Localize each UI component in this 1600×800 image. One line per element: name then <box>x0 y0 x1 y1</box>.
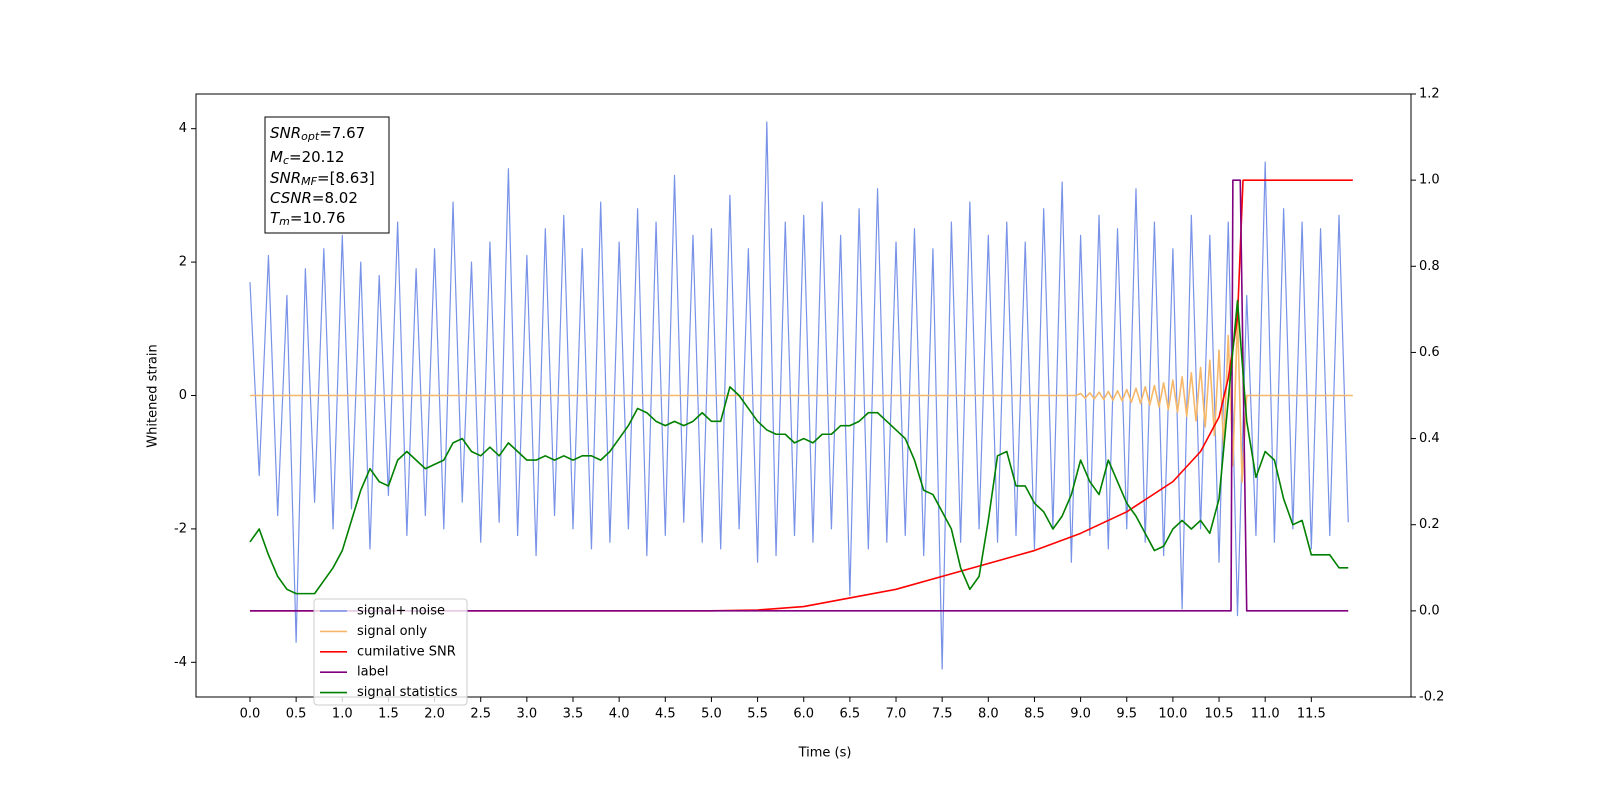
series-line <box>249 314 1353 484</box>
x-tick-label: 3.0 <box>517 707 538 722</box>
annotation-line: CSNR=8.02 <box>270 189 358 207</box>
x-tick-label: 11.5 <box>1297 707 1326 722</box>
x-axis-label: Time (s) <box>798 746 852 761</box>
x-tick-label: 1.5 <box>378 707 399 722</box>
legend-label: signal only <box>357 624 427 639</box>
annotation-symbol: M <box>270 148 283 166</box>
x-tick-label: 7.5 <box>932 707 953 722</box>
series-line <box>249 299 1349 595</box>
x-tick-label: 2.0 <box>424 707 445 722</box>
y2-tick-label: 1.0 <box>1419 173 1440 188</box>
series-line <box>249 179 1349 612</box>
x-tick-label: 4.0 <box>609 707 630 722</box>
x-tick-label: 2.5 <box>470 707 491 722</box>
x-tick-label: 5.0 <box>701 707 722 722</box>
y-tick-label: 2 <box>179 255 187 270</box>
annotation-value: =20.12 <box>289 148 345 166</box>
annotation-symbol: CSNR <box>270 189 312 207</box>
y2-tick-label: 0.0 <box>1419 603 1440 618</box>
legend-label: signal+ noise <box>357 604 445 619</box>
annotation-sub: c <box>283 154 289 167</box>
x-tick-label: 11.0 <box>1251 707 1280 722</box>
x-tick-label: 8.0 <box>978 707 999 722</box>
y2-tick-label: 0.6 <box>1419 345 1440 360</box>
x-tick-label: 6.0 <box>793 707 814 722</box>
x-tick-label: 9.0 <box>1070 707 1091 722</box>
x-tick-label: 5.5 <box>747 707 768 722</box>
y2-tick-label: 0.2 <box>1419 517 1440 532</box>
annotation-sub: MF <box>301 175 317 188</box>
x-tick-label: 7.0 <box>886 707 907 722</box>
annotation-line: Tm=10.76 <box>270 209 345 229</box>
annotation-symbol: T <box>270 209 281 227</box>
annotation-value: =[8.63] <box>317 169 375 187</box>
annotation-sub: m <box>279 215 290 228</box>
annotation-value: =10.76 <box>290 209 346 227</box>
x-tick-label: 1.0 <box>332 707 353 722</box>
y-tick-label: -2 <box>174 521 187 536</box>
x-tick-label: 10.0 <box>1158 707 1187 722</box>
y-tick-label: -4 <box>174 655 187 670</box>
annotation-symbol: SNR <box>270 169 301 187</box>
y2-tick-label: 1.2 <box>1419 87 1440 102</box>
x-tick-label: 4.5 <box>655 707 676 722</box>
series-line <box>249 179 1353 612</box>
legend-label: label <box>357 665 388 680</box>
y2-tick-label: 0.4 <box>1419 431 1440 446</box>
y2-tick-label: -0.2 <box>1419 690 1444 705</box>
annotation-line: SNRopt=7.67 <box>270 124 365 144</box>
y2-tick-label: 0.8 <box>1419 259 1440 274</box>
annotation-sub: opt <box>301 130 320 143</box>
annotation-line: Mc=20.12 <box>270 148 345 168</box>
y-tick-label: 0 <box>179 388 187 403</box>
annotation-value: =8.02 <box>312 189 358 207</box>
x-tick-label: 8.5 <box>1024 707 1045 722</box>
annotation-box <box>264 116 390 234</box>
y-tick-label: 4 <box>179 121 187 136</box>
legend-label: signal statistics <box>357 685 458 700</box>
annotation-line: SNRMF=[8.63] <box>270 169 375 189</box>
x-tick-label: 0.0 <box>240 707 261 722</box>
legend-box <box>313 598 468 706</box>
y-axis-label: Whitened strain <box>146 344 161 447</box>
x-tick-label: 6.5 <box>840 707 861 722</box>
x-tick-label: 3.5 <box>563 707 584 722</box>
annotation-value: =7.67 <box>319 124 365 142</box>
x-tick-label: 10.5 <box>1205 707 1234 722</box>
annotation-symbol: SNR <box>270 124 301 142</box>
x-tick-label: 0.5 <box>286 707 307 722</box>
series-line <box>249 121 1349 670</box>
x-tick-label: 9.5 <box>1116 707 1137 722</box>
legend-label: cumilative SNR <box>357 644 456 659</box>
